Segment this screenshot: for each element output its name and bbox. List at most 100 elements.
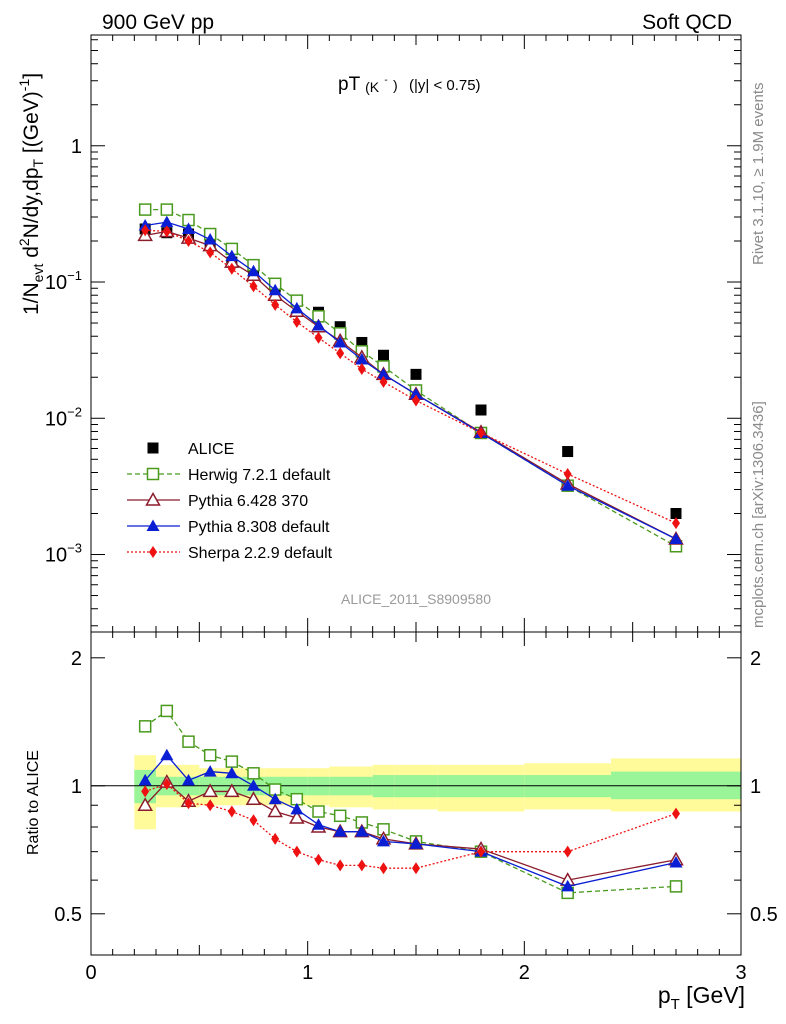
ratio-point: [672, 807, 680, 820]
data-point: [182, 222, 195, 234]
ratio-point: [203, 748, 217, 762]
title-main: pT: [338, 74, 361, 95]
ratio-point: [162, 777, 171, 790]
data-point: [357, 362, 366, 375]
title-close: ): [393, 77, 398, 93]
ratio-point: [333, 809, 347, 823]
y-tick-mantissa: 10: [45, 272, 67, 294]
rivet-label: Rivet 3.1.10, ≥ 1.9M events: [750, 83, 767, 266]
y-tick-label: 10−2: [45, 404, 82, 430]
data-point: [334, 321, 346, 333]
series-line-main: [145, 221, 677, 540]
data-point: [355, 352, 369, 365]
title-sub: (K: [365, 79, 380, 95]
legend-item: Herwig 7.2.1 default: [127, 467, 331, 484]
data-point: [672, 517, 680, 530]
legend: ALICE Herwig 7.2.1 default Pythia 6.428 37…: [127, 441, 333, 562]
legend-marker: [145, 491, 161, 506]
legend-marker: [147, 442, 159, 454]
series-line-ratio: [144, 754, 677, 888]
data-point: [410, 368, 422, 380]
data-point: [247, 264, 260, 277]
ratio-point: [268, 792, 282, 805]
data-point: [336, 347, 345, 360]
ratio-point: [357, 859, 366, 872]
y-tick-exponent: −2: [67, 404, 82, 419]
series-line-main: [145, 208, 677, 547]
ratio-point: [669, 856, 683, 868]
y-tick-mantissa: 1: [71, 136, 82, 158]
ratio-point: [312, 805, 325, 818]
y-tick-exponent: −3: [67, 541, 82, 556]
ratio-point: [267, 803, 283, 818]
data-point: [477, 426, 485, 439]
ratio-point: [412, 862, 420, 875]
data-point: [356, 336, 368, 348]
ratio-point: [182, 773, 195, 786]
ratio-point: [224, 783, 240, 798]
ratio-y-tick-label-right: 1: [750, 776, 761, 798]
title-cut: (|y| < 0.75): [409, 77, 481, 94]
legend-item: Pythia 6.428 370: [127, 491, 308, 510]
legend-label: ALICE: [188, 441, 234, 458]
ratio-point: [160, 748, 174, 761]
ratio-point: [182, 735, 195, 748]
ratio-point: [206, 799, 215, 812]
ratio-point: [138, 720, 152, 733]
ratio-point: [336, 859, 345, 872]
legend-marker: [146, 467, 160, 481]
series-line-main: [145, 229, 677, 524]
ratio-point: [333, 825, 347, 837]
legend-label: Herwig 7.2.1 default: [188, 467, 331, 484]
mcplots-label: mcplots.cern.ch [arXiv:1306.3436]: [750, 401, 767, 628]
data-point: [475, 404, 487, 416]
ratio-point: [160, 704, 174, 718]
data-point: [206, 246, 215, 259]
data-point: [160, 215, 174, 228]
ratio-point: [289, 809, 305, 824]
ratio-point: [271, 832, 280, 845]
data-point: [184, 234, 193, 247]
plot-title: pT (K - ) (|y| < 0.75): [338, 67, 481, 97]
ratio-y-tick-label-left: 1: [71, 776, 82, 798]
x-axis-label: pT [GeV]: [658, 982, 745, 1013]
data-point: [561, 479, 575, 491]
ratio-point: [247, 779, 260, 791]
ratio-point: [563, 845, 572, 858]
data-point: [162, 225, 171, 238]
ratio-y-axis-label: Ratio to ALICE: [25, 750, 42, 855]
data-point: [379, 375, 388, 388]
data-point: [141, 224, 150, 237]
ratio-point: [561, 879, 575, 892]
title-sup: -: [384, 75, 387, 86]
ratio-y-tick-label-right: 0.5: [750, 904, 778, 926]
y-tick-exponent: −1: [67, 268, 82, 283]
ratio-point: [314, 853, 323, 866]
ratio-point: [477, 845, 485, 858]
ratio-y-tick-label-right: 2: [750, 648, 761, 670]
series-pythia-3: [138, 215, 683, 892]
ratio-point: [203, 765, 217, 777]
series-line-ratio: [144, 783, 677, 869]
y-tick-mantissa: 10: [45, 545, 67, 567]
ratio-point: [292, 845, 301, 858]
ratio-point: [247, 767, 260, 780]
data-point: [669, 532, 683, 544]
ratio-point: [377, 834, 390, 847]
x-tick-label: 1: [302, 962, 313, 984]
legend-label: Pythia 6.428 370: [188, 493, 308, 510]
y-axis-label: 1/Nevt d2N/dy,dpT [(GeV)-1]: [16, 73, 46, 315]
data-point: [562, 446, 574, 458]
legend-marker: [146, 519, 160, 531]
ratio-point: [379, 862, 388, 875]
legend-item: Pythia 8.308 default: [127, 519, 330, 536]
x-tick-label: 3: [735, 962, 746, 984]
data-point: [227, 262, 236, 275]
ratio-uncertainty-bands: [134, 755, 741, 830]
data-point: [333, 335, 347, 348]
y-tick-label: 10−3: [45, 541, 82, 567]
legend-marker: [149, 546, 157, 558]
data-point: [314, 331, 323, 344]
